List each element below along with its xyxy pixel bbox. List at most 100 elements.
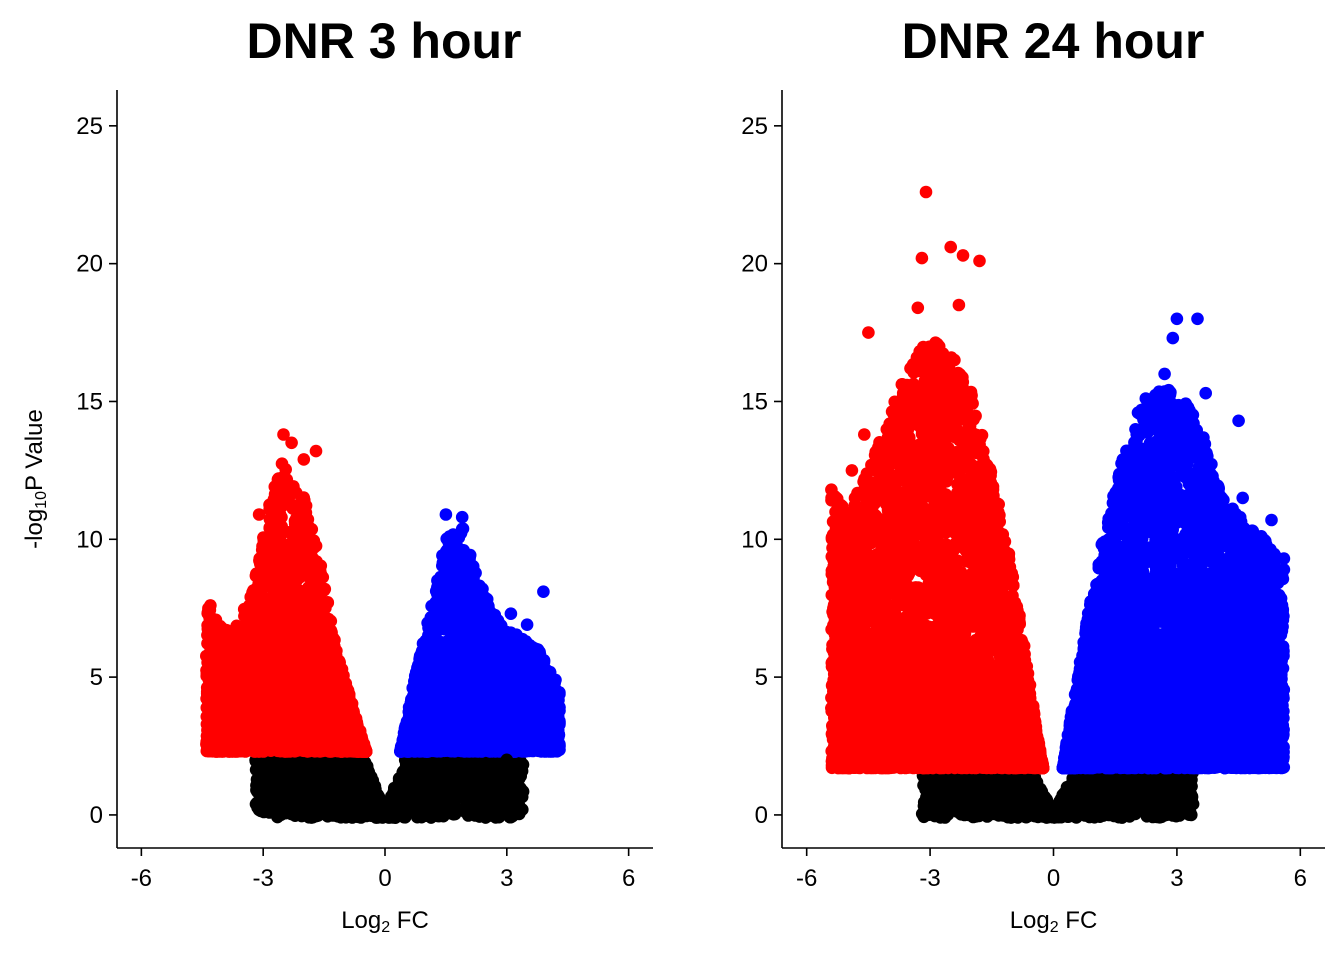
data-point: [431, 757, 444, 771]
data-point: [339, 703, 352, 716]
data-point: [245, 718, 259, 731]
data-point: [314, 661, 328, 674]
data-point: [278, 745, 291, 758]
data-point: [223, 658, 237, 671]
data-point: [309, 701, 323, 715]
data-point: [318, 799, 332, 813]
data-point: [270, 791, 284, 805]
data-point: [317, 649, 331, 663]
data-point: [410, 778, 424, 792]
data-point: [265, 637, 279, 650]
data-point: [260, 791, 273, 805]
data-point: [431, 809, 445, 823]
data-point: [275, 520, 289, 533]
data-point: [345, 789, 359, 802]
data-point: [273, 662, 286, 676]
data-point: [328, 633, 341, 647]
data-point: [317, 596, 331, 609]
data-point: [235, 653, 249, 667]
data-point: [259, 650, 273, 663]
data-point: [258, 616, 272, 630]
data-point: [268, 480, 282, 494]
data-point: [261, 736, 274, 750]
data-point: [312, 727, 326, 740]
data-point: [275, 648, 289, 661]
data-point: [311, 741, 325, 755]
data-point: [270, 725, 283, 738]
data-point: [392, 772, 406, 785]
data-point: [250, 783, 263, 797]
data-point: [283, 579, 297, 593]
data-point: [200, 649, 213, 663]
data-point: [332, 688, 345, 702]
data-point: [244, 738, 258, 751]
data-point: [262, 593, 276, 607]
data-point: [439, 795, 452, 808]
data-point: [339, 744, 352, 758]
data-point: [297, 530, 311, 543]
data-point: [288, 652, 302, 666]
data-point: [250, 591, 264, 605]
data-point: [499, 791, 513, 804]
data-point: [407, 758, 421, 772]
data-point: [332, 802, 346, 816]
data-point: [476, 793, 490, 806]
data-point: [293, 631, 307, 644]
data-point: [207, 679, 220, 692]
data-point: [280, 476, 293, 490]
data-point: [240, 611, 253, 625]
data-point: [283, 601, 296, 614]
data-point: [293, 499, 307, 512]
data-point: [304, 690, 318, 704]
data-point: [502, 804, 516, 818]
data-point: [364, 784, 378, 797]
data-point: [411, 809, 425, 822]
data-point: [311, 614, 325, 628]
data-point: [314, 780, 328, 794]
data-points: [200, 428, 566, 824]
data-point: [232, 724, 245, 737]
data-point: [276, 499, 290, 512]
data-point: [253, 697, 266, 710]
data-point: [220, 706, 234, 720]
data-point: [297, 743, 311, 756]
data-point: [312, 562, 326, 575]
data-point: [449, 774, 463, 787]
data-point: [417, 792, 431, 805]
data-point: [266, 780, 280, 794]
data-point: [424, 777, 438, 790]
data-point: [461, 802, 475, 815]
data-point: [263, 673, 276, 686]
data-point: [305, 542, 319, 555]
chart-title: DNR 3 hour: [246, 13, 522, 69]
data-point: [333, 669, 346, 682]
data-point: [202, 699, 216, 712]
data-point: [369, 804, 382, 817]
data-point: [288, 675, 302, 689]
data-point: [233, 686, 246, 699]
data-point: [311, 761, 325, 775]
data-point: [208, 665, 221, 679]
data-point: [323, 614, 337, 628]
data-point: [296, 702, 310, 715]
data-point: [335, 771, 349, 784]
data-point: [288, 545, 302, 558]
data-point: [297, 605, 311, 618]
data-point: [260, 545, 274, 559]
data-point: [288, 517, 302, 531]
data-point: [255, 557, 268, 570]
data-point: [348, 720, 361, 733]
data-point: [481, 771, 495, 784]
data-point: [257, 534, 271, 547]
data-point: [275, 761, 289, 775]
data-point: [207, 734, 221, 748]
data-point: [286, 711, 299, 724]
data-point: [333, 656, 347, 669]
data-point: [272, 693, 285, 706]
data-point: [238, 699, 252, 712]
data-point: [263, 768, 276, 782]
data-point: [347, 763, 360, 776]
chart-panel-3h: DNR 3 hour 0 5 10 15 20 25 -6 -3 0 3 6 Log2 FC -log1…: [21, 13, 653, 936]
data-point: [299, 805, 313, 818]
